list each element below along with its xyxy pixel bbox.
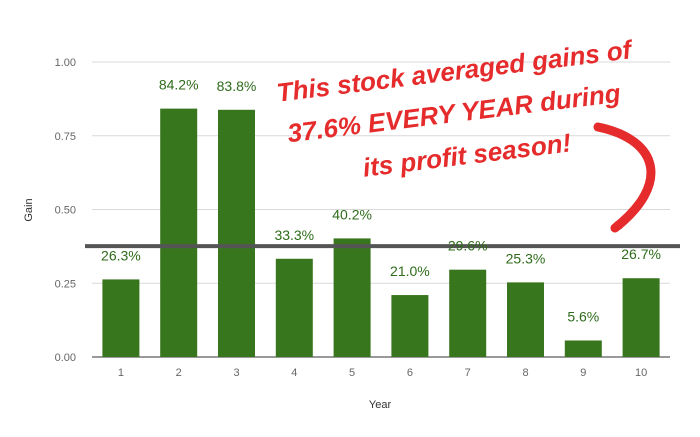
data-label: 40.2% <box>332 206 372 222</box>
y-tick-label: 0.50 <box>55 205 76 217</box>
bar <box>160 108 198 357</box>
data-label: 84.2% <box>159 77 199 93</box>
data-label: 21.0% <box>390 263 430 279</box>
bar <box>391 295 429 357</box>
y-axis-title: Gain <box>23 198 35 221</box>
data-label: 33.3% <box>274 227 314 243</box>
bar <box>507 282 544 357</box>
y-tick-label: 0.00 <box>55 352 76 364</box>
x-tick-label: 2 <box>176 367 182 379</box>
y-tick-label: 1.00 <box>55 57 76 69</box>
data-label: 5.6% <box>567 308 599 324</box>
x-tick-label: 7 <box>465 367 471 379</box>
x-tick-label: 6 <box>407 367 413 379</box>
x-tick-label: 10 <box>635 367 647 379</box>
data-label: 29.6% <box>448 238 488 254</box>
x-tick-label: 4 <box>291 367 297 379</box>
bar <box>333 238 371 357</box>
data-label: 25.3% <box>506 250 546 266</box>
bar <box>622 278 660 357</box>
data-label: 26.7% <box>621 246 661 262</box>
x-tick-label: 5 <box>349 367 355 379</box>
data-label: 26.3% <box>101 247 141 263</box>
x-tick-label: 1 <box>118 367 124 379</box>
y-tick-label: 0.75 <box>55 131 76 143</box>
bar <box>449 269 487 357</box>
data-label: 83.8% <box>217 78 257 94</box>
annotation: This stock averaged gains of 37.6% EVERY… <box>275 34 656 233</box>
y-tick-label: 0.25 <box>55 278 76 290</box>
bar <box>218 109 255 357</box>
x-axis-title: Year <box>369 399 392 411</box>
bar <box>275 258 313 357</box>
bar <box>102 279 140 357</box>
x-tick-label: 9 <box>580 367 586 379</box>
annotation-arrow-icon <box>593 122 656 233</box>
x-tick-label: 3 <box>233 367 239 379</box>
bar <box>564 340 602 357</box>
x-tick-label: 8 <box>522 367 528 379</box>
